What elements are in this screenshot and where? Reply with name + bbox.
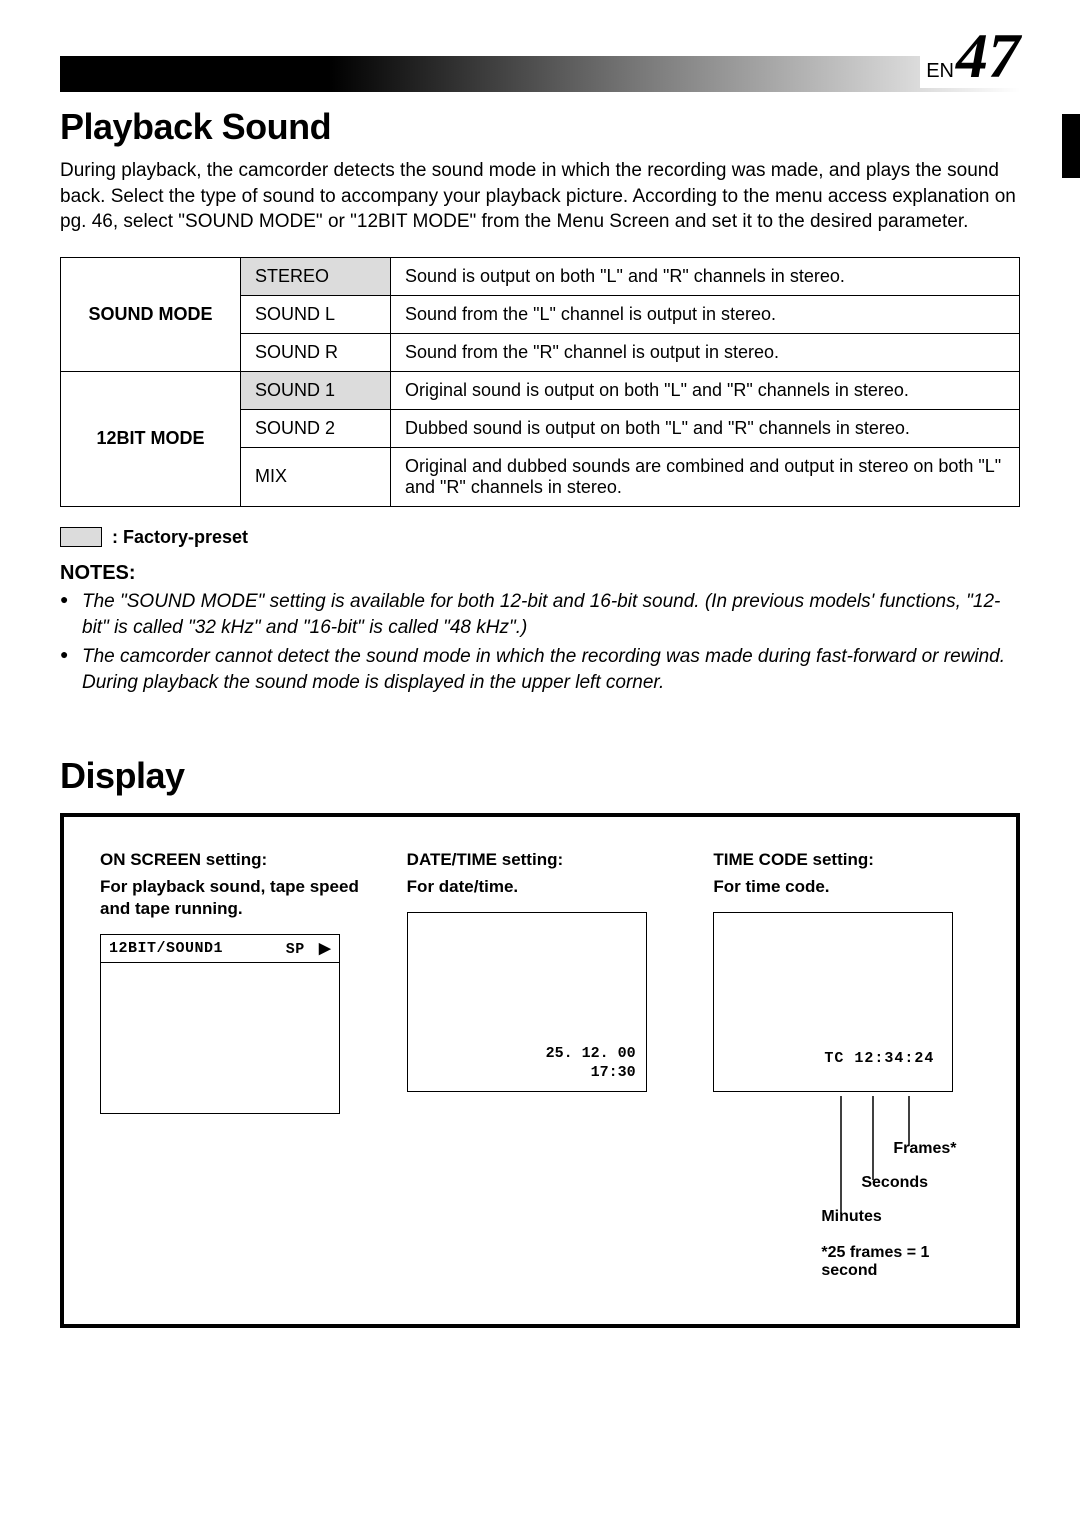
timecode-annotation: Frames* Seconds Minutes xyxy=(713,1096,953,1236)
date-value: 25. 12. 00 xyxy=(546,1045,636,1064)
display-section: Display ON SCREEN setting: For playback … xyxy=(60,755,1020,1327)
option-cell: SOUND 1 xyxy=(241,371,391,409)
playback-sound-heading: Playback Sound xyxy=(60,106,1020,148)
page-number-value: 47 xyxy=(956,20,1020,91)
onscreen-top-right: SP xyxy=(286,941,305,958)
table-row: 12BIT MODE SOUND 1 Original sound is out… xyxy=(61,371,1020,409)
side-tab xyxy=(1062,114,1080,178)
datetime-column: DATE/TIME setting: For date/time. 25. 12… xyxy=(407,849,674,1091)
onscreen-desc: For playback sound, tape speed and tape … xyxy=(100,876,367,920)
desc-cell: Sound from the "L" channel is output in … xyxy=(391,295,1020,333)
option-cell: SOUND 2 xyxy=(241,409,391,447)
timecode-desc: For time code. xyxy=(713,876,980,898)
onscreen-top-left: 12BIT/SOUND1 xyxy=(109,940,223,957)
preset-label: : Factory-preset xyxy=(112,527,248,548)
table-row: SOUND MODE STEREO Sound is output on bot… xyxy=(61,257,1020,295)
lang-prefix: EN xyxy=(926,60,954,82)
page: EN47 Playback Sound During playback, the… xyxy=(0,0,1080,1368)
onscreen-title: ON SCREEN setting: xyxy=(100,849,367,871)
datetime-display: 25. 12. 00 17:30 xyxy=(407,912,647,1092)
timecode-title: TIME CODE setting: xyxy=(713,849,980,871)
option-cell: STEREO xyxy=(241,257,391,295)
seconds-label: Seconds xyxy=(861,1174,928,1192)
desc-cell: Dubbed sound is output on both "L" and "… xyxy=(391,409,1020,447)
time-value: 17:30 xyxy=(546,1064,636,1083)
mode-cell: 12BIT MODE xyxy=(61,371,241,506)
sound-mode-table: SOUND MODE STEREO Sound is output on bot… xyxy=(60,257,1020,507)
frames-label: Frames* xyxy=(893,1140,956,1158)
notes-list: The "SOUND MODE" setting is available fo… xyxy=(60,589,1020,696)
option-cell: SOUND R xyxy=(241,333,391,371)
desc-cell: Original and dubbed sounds are combined … xyxy=(391,447,1020,506)
page-number: EN47 xyxy=(920,24,1020,88)
display-heading: Display xyxy=(60,755,1020,797)
mode-cell: SOUND MODE xyxy=(61,257,241,371)
option-cell: MIX xyxy=(241,447,391,506)
display-box: ON SCREEN setting: For playback sound, t… xyxy=(60,813,1020,1327)
timecode-column: TIME CODE setting: For time code. TC 12:… xyxy=(713,849,980,1279)
datetime-title: DATE/TIME setting: xyxy=(407,849,674,871)
notes-title: NOTES: xyxy=(60,562,1020,585)
header-bar: EN47 xyxy=(60,40,1020,92)
option-cell: SOUND L xyxy=(241,295,391,333)
header-gradient xyxy=(60,56,1020,92)
playback-sound-intro: During playback, the camcorder detects t… xyxy=(60,158,1020,235)
play-icon: ▶ xyxy=(314,940,331,957)
minutes-label: Minutes xyxy=(821,1208,881,1226)
onscreen-column: ON SCREEN setting: For playback sound, t… xyxy=(100,849,367,1113)
preset-swatch xyxy=(60,527,102,547)
note-item: The camcorder cannot detect the sound mo… xyxy=(60,644,1020,695)
note-item: The "SOUND MODE" setting is available fo… xyxy=(60,589,1020,640)
desc-cell: Original sound is output on both "L" and… xyxy=(391,371,1020,409)
desc-cell: Sound from the "R" channel is output in … xyxy=(391,333,1020,371)
timecode-note: *25 frames = 1 second xyxy=(821,1244,980,1280)
datetime-desc: For date/time. xyxy=(407,876,674,898)
onscreen-display: 12BIT/SOUND1 SP ▶ xyxy=(100,934,340,1114)
preset-legend: : Factory-preset xyxy=(60,527,1020,548)
desc-cell: Sound is output on both "L" and "R" chan… xyxy=(391,257,1020,295)
timecode-value: TC 12:34:24 xyxy=(824,1050,934,1067)
timecode-display: TC 12:34:24 xyxy=(713,912,953,1092)
